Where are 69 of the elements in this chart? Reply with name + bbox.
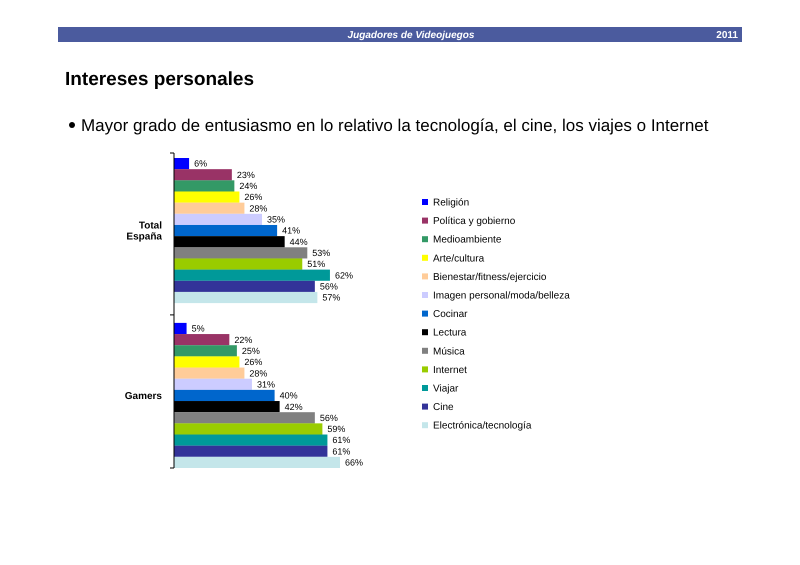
bar xyxy=(174,158,190,170)
bar xyxy=(174,456,340,468)
data-label: 31% xyxy=(256,379,275,390)
bar xyxy=(174,258,302,270)
bar xyxy=(174,378,252,390)
chart-title: Intereses personales xyxy=(65,69,254,90)
legend-label: Política y gobierno xyxy=(433,216,516,228)
data-label: 56% xyxy=(320,282,338,292)
bar xyxy=(174,356,240,368)
data-label: 44% xyxy=(290,236,308,247)
bar xyxy=(174,368,244,379)
legend-label: Arte/cultura xyxy=(433,253,485,264)
data-label: 59% xyxy=(327,424,346,434)
bar xyxy=(174,292,318,304)
bar xyxy=(174,270,330,281)
legend-label: Cine xyxy=(433,402,454,414)
legend-label: Lectura xyxy=(433,328,467,339)
legend-label: Imagen personal/moda/belleza xyxy=(433,290,570,302)
bar xyxy=(174,180,234,192)
legend-label: Religión xyxy=(433,198,470,208)
bar xyxy=(174,412,315,424)
data-label: 66% xyxy=(345,458,364,468)
bar xyxy=(174,390,275,402)
y-tick-label: Total España xyxy=(126,220,162,243)
data-label: 6% xyxy=(194,158,208,169)
data-label: 51% xyxy=(307,259,326,270)
bar xyxy=(174,446,328,457)
legend-label: Electrónica/tecnología xyxy=(433,420,532,432)
data-label: 62% xyxy=(334,270,353,280)
data-label: 40% xyxy=(280,390,298,401)
data-label: 23% xyxy=(236,170,255,180)
text: 2011 xyxy=(716,30,738,41)
data-label: 5% xyxy=(192,324,205,334)
text: Mayor grado de entusiasmo en lo relativo la tecnología, el cine, los viajes o Internet xyxy=(81,116,709,135)
bar xyxy=(174,280,315,292)
data-label: 41% xyxy=(282,226,300,236)
data-label: 53% xyxy=(312,248,330,258)
bar xyxy=(174,434,328,446)
data-label: 22% xyxy=(234,334,252,345)
bar xyxy=(174,202,244,214)
legend-label: Música xyxy=(433,346,466,358)
data-label: 61% xyxy=(332,446,350,456)
data-label: 24% xyxy=(239,181,258,192)
legend-label: Cocinar xyxy=(433,309,468,320)
text: Jugadores de Videojuegos xyxy=(348,30,475,41)
bar xyxy=(174,334,230,346)
data-label: 28% xyxy=(249,203,268,214)
bar xyxy=(174,322,187,334)
legend-label: Internet xyxy=(433,364,468,376)
bar xyxy=(174,423,322,435)
data-label: 61% xyxy=(332,435,350,446)
data-label: 28% xyxy=(249,368,268,378)
legend-label: Medioambiente xyxy=(433,234,502,246)
bar xyxy=(174,214,262,225)
data-label: 26% xyxy=(244,192,262,202)
bar xyxy=(174,169,232,180)
bar xyxy=(174,224,278,236)
y-tick-label: Gamers xyxy=(124,390,162,402)
legend-label: Viajar xyxy=(433,384,460,394)
bar xyxy=(174,247,308,258)
data-label: 35% xyxy=(267,214,286,225)
bar xyxy=(174,345,237,356)
bar xyxy=(174,191,240,203)
data-label: 42% xyxy=(284,402,303,412)
data-label: 56% xyxy=(320,412,338,423)
data-label: 25% xyxy=(242,346,260,356)
data-label: 26% xyxy=(244,357,262,368)
legend-label: Bienestar/fitness/ejercicio xyxy=(433,272,547,283)
data-label: 57% xyxy=(322,292,340,303)
